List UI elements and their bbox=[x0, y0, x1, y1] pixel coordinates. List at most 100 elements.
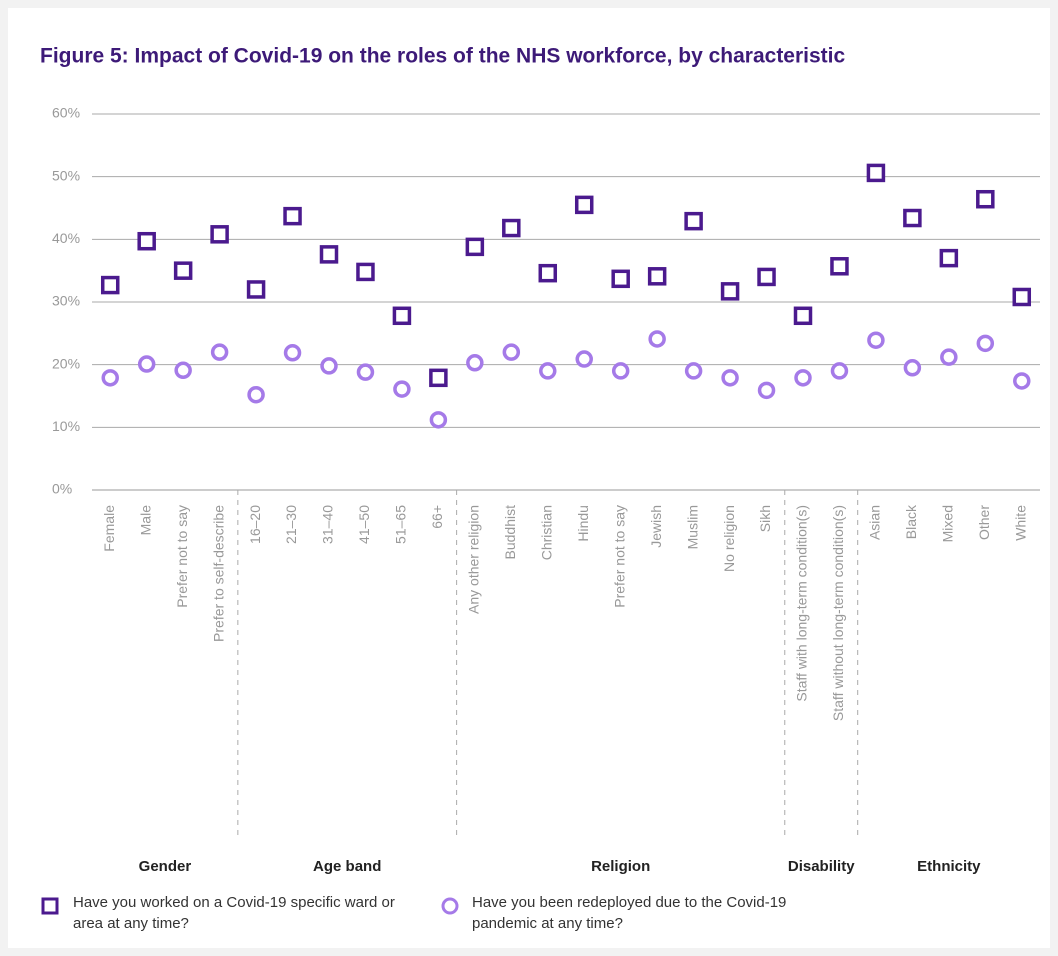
y-tick-label: 30% bbox=[52, 293, 80, 309]
square-marker bbox=[246, 280, 266, 299]
x-tick-label: 51–65 bbox=[393, 505, 409, 544]
group-label: Age band bbox=[313, 858, 381, 875]
x-tick-label: Jewish bbox=[648, 505, 664, 548]
square-marker bbox=[684, 211, 703, 231]
y-tick-label: 40% bbox=[52, 230, 80, 246]
circle-marker bbox=[502, 343, 521, 361]
circle-marker bbox=[976, 334, 995, 353]
circle-marker bbox=[539, 362, 557, 380]
circle-marker bbox=[575, 350, 593, 368]
x-tick-label: Muslim bbox=[684, 505, 700, 549]
circle-marker bbox=[137, 355, 156, 373]
circle-marker bbox=[721, 369, 739, 387]
square-marker bbox=[392, 306, 412, 326]
square-marker bbox=[647, 267, 667, 286]
square-marker bbox=[866, 163, 886, 183]
x-tick-label: 41–50 bbox=[356, 505, 372, 544]
square-marker bbox=[538, 263, 558, 283]
x-tick-label: Hindu bbox=[575, 505, 591, 542]
square-marker bbox=[611, 269, 630, 289]
square-marker bbox=[757, 267, 776, 287]
circle-marker bbox=[174, 361, 192, 380]
x-tick-label: Sikh bbox=[757, 505, 773, 532]
legend-swatch bbox=[441, 897, 459, 915]
square-marker bbox=[830, 257, 849, 276]
circle-marker bbox=[867, 331, 885, 349]
x-tick-label: White bbox=[1012, 505, 1028, 541]
legend-circle bbox=[441, 897, 459, 915]
x-tick-label: 16–20 bbox=[247, 505, 263, 544]
group-label: Ethnicity bbox=[917, 858, 981, 875]
x-tick-label: Prefer to self-describe bbox=[210, 505, 226, 642]
x-tick-label: 31–40 bbox=[320, 505, 336, 544]
square-marker bbox=[720, 282, 740, 301]
x-tick-label: Prefer not to say bbox=[611, 505, 627, 608]
square-marker bbox=[1012, 287, 1032, 307]
circle-marker bbox=[794, 369, 812, 387]
panel bbox=[8, 8, 1050, 948]
circle-marker bbox=[210, 343, 229, 361]
group-label: Religion bbox=[591, 858, 650, 875]
y-tick-label: 20% bbox=[52, 355, 80, 371]
square-marker bbox=[976, 189, 995, 209]
x-tick-label: Prefer not to say bbox=[174, 505, 190, 608]
square-marker bbox=[793, 306, 813, 326]
y-tick-label: 0% bbox=[52, 481, 72, 497]
circle-marker bbox=[466, 354, 484, 372]
x-tick-label: Christian bbox=[538, 505, 554, 560]
circle-marker bbox=[247, 385, 265, 404]
square-marker bbox=[465, 237, 485, 257]
square-marker bbox=[356, 262, 375, 282]
circle-marker bbox=[429, 411, 448, 429]
square-marker bbox=[903, 208, 922, 228]
square-marker bbox=[319, 245, 339, 264]
x-tick-label: Buddhist bbox=[502, 505, 518, 560]
x-tick-label: 21–30 bbox=[283, 505, 299, 544]
circle-marker bbox=[903, 359, 922, 377]
circle-marker bbox=[283, 344, 302, 362]
legend-label: Have you worked on a Covid-19 specific w… bbox=[73, 894, 395, 932]
y-tick-label: 10% bbox=[52, 418, 80, 434]
square-marker bbox=[939, 248, 959, 268]
circle-marker bbox=[830, 362, 849, 380]
x-tick-label: Female bbox=[101, 505, 117, 552]
circle-marker bbox=[101, 369, 119, 387]
circle-marker bbox=[648, 330, 666, 348]
group-label: Disability bbox=[788, 858, 855, 875]
x-tick-label: No religion bbox=[721, 505, 737, 572]
y-tick-label: 50% bbox=[52, 167, 80, 183]
x-tick-label: Mixed bbox=[940, 505, 956, 542]
circle-marker bbox=[393, 380, 411, 398]
circle-marker bbox=[757, 381, 776, 400]
circle-marker bbox=[611, 362, 630, 380]
x-tick-label: Staff with long-term condition(s) bbox=[794, 505, 810, 702]
x-tick-label: Other bbox=[976, 505, 992, 540]
circle-marker bbox=[320, 357, 338, 375]
circle-marker bbox=[356, 363, 375, 381]
legend-swatch bbox=[41, 897, 59, 915]
square-marker bbox=[210, 225, 229, 244]
x-tick-label: Asian bbox=[867, 505, 883, 540]
square-marker bbox=[283, 206, 302, 226]
y-tick-label: 60% bbox=[52, 105, 80, 121]
square-marker bbox=[100, 275, 120, 295]
x-tick-label: Staff without long-term condition(s) bbox=[830, 505, 846, 721]
circle-marker bbox=[940, 348, 958, 366]
x-tick-label: Any other religion bbox=[466, 505, 482, 614]
square-marker bbox=[502, 218, 521, 238]
x-tick-label: Male bbox=[137, 505, 153, 536]
legend-label: Have you been redeployed due to the Covi… bbox=[472, 894, 787, 932]
x-tick-label: 66+ bbox=[429, 505, 445, 529]
square-marker bbox=[137, 231, 156, 251]
circle-marker bbox=[684, 362, 703, 380]
circle-marker bbox=[1013, 372, 1031, 390]
chart-title: Figure 5: Impact of Covid-19 on the role… bbox=[40, 45, 845, 68]
square-marker bbox=[574, 195, 594, 215]
square-marker bbox=[429, 368, 448, 388]
x-tick-label: Black bbox=[903, 504, 919, 539]
legend-square bbox=[41, 897, 59, 915]
square-marker bbox=[173, 261, 193, 280]
group-label: Gender bbox=[139, 858, 192, 875]
